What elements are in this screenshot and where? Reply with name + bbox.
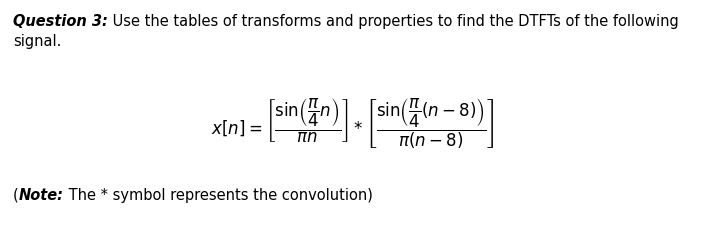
Text: Note:: Note:	[19, 188, 63, 203]
Text: The * symbol represents the convolution): The * symbol represents the convolution)	[63, 188, 373, 203]
Text: signal.: signal.	[13, 34, 61, 49]
Text: Question 3:: Question 3:	[13, 14, 108, 29]
Text: Use the tables of transforms and properties to find the DTFTs of the following: Use the tables of transforms and propert…	[108, 14, 679, 29]
Text: (: (	[13, 188, 19, 203]
Text: $x[n] = \left[\dfrac{\sin\!\left(\dfrac{\pi}{4}n\right)}{\pi n}\right] * \left[\: $x[n] = \left[\dfrac{\sin\!\left(\dfrac{…	[211, 97, 494, 151]
